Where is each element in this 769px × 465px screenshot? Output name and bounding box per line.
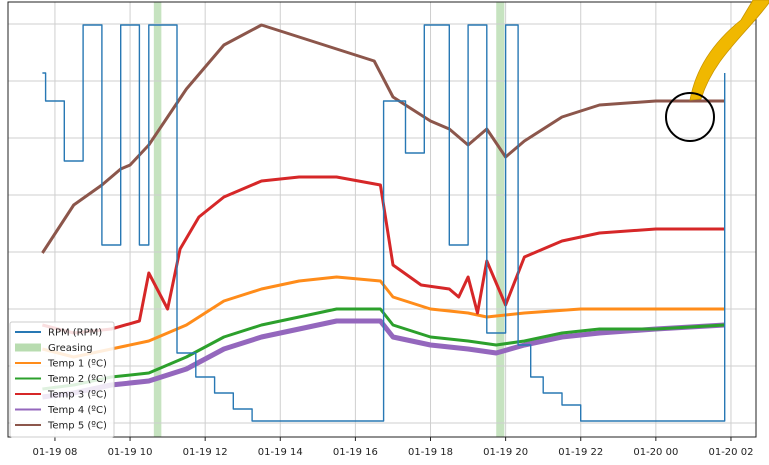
highlight-circle	[665, 92, 715, 142]
x-tick-label: 01-19 10	[108, 447, 153, 458]
legend: RPM (RPM) Greasing Temp 1 (ºC) Temp 2 (ºC) T…	[9, 321, 115, 438]
x-tick-label: 01-20 00	[633, 447, 678, 458]
legend-label: RPM (RPM)	[48, 328, 102, 339]
series-group	[41, 23, 726, 422]
legend-label: Temp 3 (ºC)	[47, 390, 107, 401]
annotation-highlight	[665, 0, 769, 142]
series-line-temp-1-c	[42, 275, 725, 359]
greasing-band	[153, 2, 162, 437]
x-tick-label: 01-19 14	[258, 447, 303, 458]
x-tick-label: 01-19 20	[483, 447, 528, 458]
x-tick-label: 01-19 12	[183, 447, 228, 458]
series-line-temp-5-c	[41, 23, 725, 254]
x-axis: 01-19 08 01-19 10 01-19 12 01-19 14 01-19 16…	[32, 437, 753, 458]
x-tick-label: 01-19 22	[558, 447, 603, 458]
series-line-temp-2-c	[42, 307, 725, 391]
greasing-bands	[153, 2, 505, 437]
legend-label: Temp 1 (ºC)	[47, 359, 107, 370]
x-tick-label: 01-19 08	[32, 447, 77, 458]
legend-label: Greasing	[48, 343, 93, 354]
legend-swatch	[15, 343, 41, 352]
legend-label: Temp 2 (ºC)	[47, 374, 107, 385]
x-tick-label: 01-20 02	[708, 447, 753, 458]
plot-frame	[7, 1, 757, 438]
x-tick-label: 01-19 18	[408, 447, 453, 458]
greasing-band	[496, 2, 505, 437]
x-tick-label: 01-19 16	[333, 447, 378, 458]
legend-label: Temp 4 (ºC)	[47, 405, 107, 416]
legend-label: Temp 5 (ºC)	[47, 421, 107, 432]
series-line-temp-4-c	[42, 318, 725, 400]
series-line-rpm-rpm	[42, 24, 726, 422]
series-line-temp-3-c	[42, 175, 725, 335]
arrow-shape	[689, 0, 769, 101]
